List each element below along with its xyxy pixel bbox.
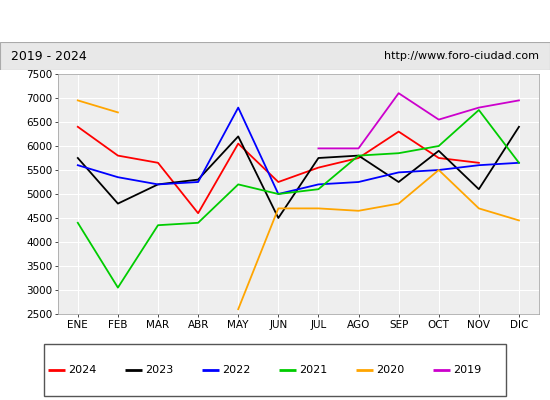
Text: 2020: 2020 — [376, 365, 404, 375]
Text: 2019 - 2024: 2019 - 2024 — [11, 50, 87, 62]
Text: http://www.foro-ciudad.com: http://www.foro-ciudad.com — [384, 51, 539, 61]
FancyBboxPatch shape — [0, 42, 550, 70]
Text: 2023: 2023 — [145, 365, 173, 375]
FancyBboxPatch shape — [44, 344, 506, 396]
Text: Evolucion Nº Turistas Nacionales en el municipio de Vila-real: Evolucion Nº Turistas Nacionales en el m… — [37, 14, 513, 28]
Text: 2019: 2019 — [453, 365, 481, 375]
Text: 2021: 2021 — [299, 365, 327, 375]
Text: 2024: 2024 — [68, 365, 96, 375]
Text: 2022: 2022 — [222, 365, 250, 375]
